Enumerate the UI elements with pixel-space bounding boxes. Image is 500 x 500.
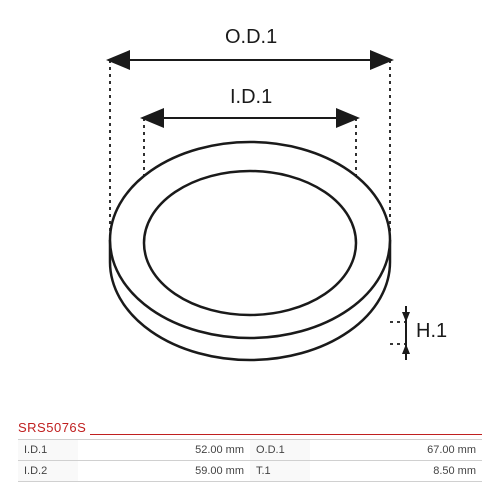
- h-label: H.1: [416, 320, 447, 343]
- spec-row: I.D.1 52.00 mm O.D.1 67.00 mm: [18, 440, 482, 461]
- h-arrow-top: [402, 312, 410, 322]
- spec-label: I.D.2: [18, 461, 78, 481]
- diagram-area: O.D.1 I.D.1 H.1: [0, 0, 500, 420]
- inner-top-ellipse: [144, 171, 356, 315]
- part-row: SRS5076S: [18, 420, 482, 435]
- spec-label: I.D.1: [18, 440, 78, 460]
- part-code: SRS5076S: [18, 420, 86, 435]
- od-label: O.D.1: [225, 26, 277, 49]
- spec-value: 8.50 mm: [310, 461, 482, 481]
- spec-label: O.D.1: [250, 440, 310, 460]
- spec-row: I.D.2 59.00 mm T.1 8.50 mm: [18, 461, 482, 482]
- part-underline: [90, 434, 482, 435]
- spec-table: I.D.1 52.00 mm O.D.1 67.00 mm I.D.2 59.0…: [18, 439, 482, 482]
- spec-value: 67.00 mm: [310, 440, 482, 460]
- spec-value: 52.00 mm: [78, 440, 250, 460]
- spec-value: 59.00 mm: [78, 461, 250, 481]
- ring-drawing: [0, 0, 500, 420]
- footer: SRS5076S I.D.1 52.00 mm O.D.1 67.00 mm I…: [0, 420, 500, 500]
- h-arrow-bot: [402, 344, 410, 354]
- id-label: I.D.1: [230, 86, 272, 109]
- spec-label: T.1: [250, 461, 310, 481]
